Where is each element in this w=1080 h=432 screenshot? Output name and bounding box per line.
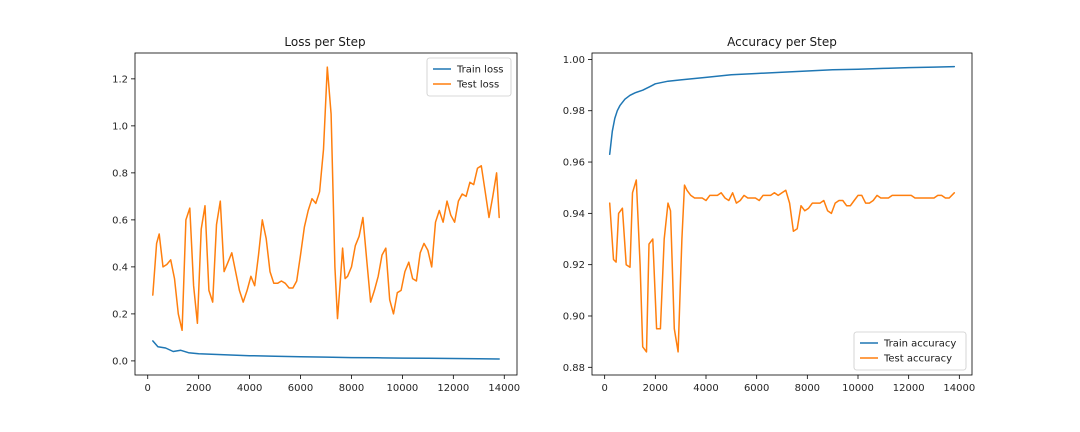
accuracy-ytick-label: 0.96 [563,158,585,169]
accuracy-axis-ticks: 0 2000 4000 6000 8000 10000 12000 14000 0.88 0.90… [563,55,976,394]
loss-xtick-label: 10000 [386,383,418,394]
accuracy-chart-panel: Accuracy per Step 0 2000 4000 6000 8000 10000… [563,35,976,394]
accuracy-plot-area [591,52,973,376]
accuracy-ytick-label: 0.90 [563,311,585,322]
loss-ytick-label: 0.2 [112,309,128,320]
accuracy-legend-box [853,331,967,371]
loss-legend-label: Train loss [456,65,504,76]
loss-chart-title: Loss per Step [284,35,365,49]
accuracy-xtick-label: 2000 [643,383,668,394]
accuracy-chart-title: Accuracy per Step [727,35,837,49]
loss-axes-frame [134,52,518,376]
accuracy-series-line-train-accuracy [608,65,956,156]
loss-legend-label: Test loss [456,80,499,91]
accuracy-ytick-label: 0.92 [563,260,585,271]
loss-legend-box [426,57,512,97]
accuracy-xtick-label: 6000 [744,383,769,394]
loss-xtick-label: 2000 [186,383,211,394]
loss-series-lines [152,66,500,360]
loss-ytick-label: 1.0 [112,121,128,132]
accuracy-xtick-label: 14000 [943,383,975,394]
accuracy-legend-label: Test accuracy [883,354,952,365]
loss-chart-panel: Loss per Step 0 2000 4000 6000 8000 10000 1200… [112,35,520,394]
accuracy-xtick-label: 4000 [693,383,718,394]
loss-ytick-label: 0.8 [112,168,128,179]
accuracy-axes-frame [591,52,973,376]
loss-ytick-label: 1.2 [112,74,128,85]
accuracy-legend-label: Train accuracy [883,339,956,350]
loss-axis-ticks: 0 2000 4000 6000 8000 10000 12000 14000 0.0 0.2 0.… [112,74,520,394]
loss-legend: Train loss Test loss [426,57,512,97]
accuracy-ytick-label: 1.00 [563,55,585,66]
accuracy-ytick-label: 0.98 [563,106,585,117]
loss-series-line-test-loss [152,66,500,332]
loss-xtick-label: 0 [145,383,151,394]
loss-ytick-label: 0.6 [112,215,128,226]
accuracy-xtick-label: 10000 [842,383,874,394]
accuracy-ytick-label: 0.94 [563,209,585,220]
loss-ytick-label: 0.4 [112,262,128,273]
loss-xtick-label: 8000 [339,383,364,394]
loss-xtick-label: 12000 [437,383,469,394]
loss-series-line-train-loss [152,340,500,360]
loss-xtick-label: 14000 [488,383,520,394]
accuracy-legend: Train accuracy Test accuracy [853,331,967,371]
accuracy-xtick-label: 12000 [893,383,925,394]
loss-plot-area [134,52,518,376]
loss-xtick-label: 4000 [237,383,262,394]
loss-xtick-label: 6000 [288,383,313,394]
accuracy-xtick-label: 8000 [795,383,820,394]
loss-ytick-label: 0.0 [112,356,128,367]
accuracy-series-line-test-accuracy [608,179,956,353]
accuracy-ytick-label: 0.88 [563,363,585,374]
accuracy-series-lines [608,65,956,353]
accuracy-xtick-label: 0 [601,383,607,394]
